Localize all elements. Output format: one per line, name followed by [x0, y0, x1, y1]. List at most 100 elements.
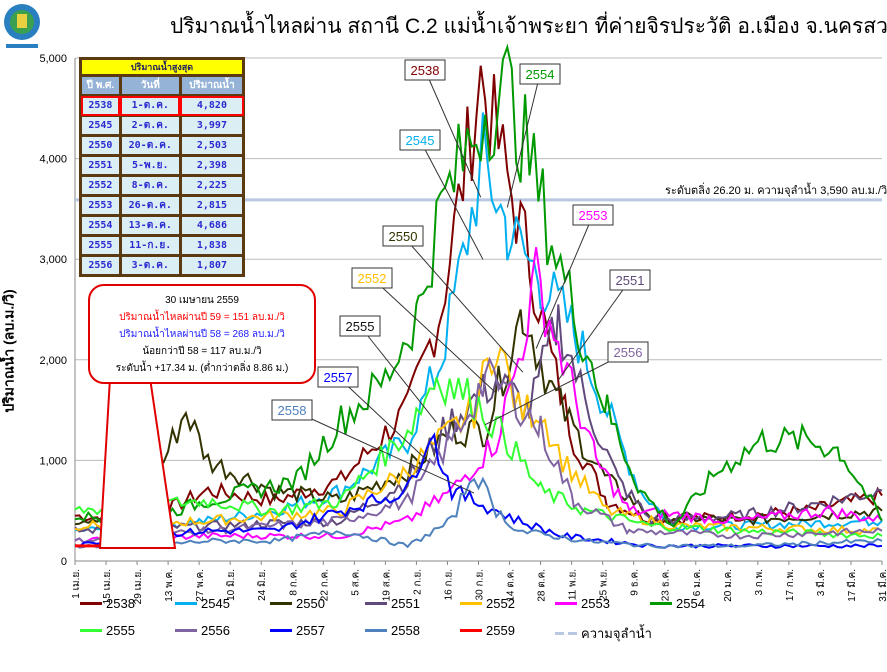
- cell-flow: 4,820: [178, 94, 246, 117]
- x-tick-label: 6 ม.ค.: [692, 569, 703, 596]
- leader-line-2557: [337, 376, 431, 464]
- x-tick-label: 15 เม.ย.: [102, 569, 113, 604]
- legend-label: ความจุลำน้ำ: [581, 626, 652, 641]
- cell-flow: 1,838: [178, 234, 246, 257]
- cell-flow: 2,815: [178, 194, 246, 217]
- series-tag-2538: 2538: [411, 63, 440, 78]
- series-tag-box-2545: [399, 129, 441, 151]
- cell-date: 13-ต.ค.: [118, 214, 182, 237]
- x-tick-label: 17 ก.พ.: [785, 569, 796, 601]
- leader-line-2553: [535, 214, 594, 349]
- legend-item-ความจุลำน้ำ: ความจุลำน้ำ: [555, 623, 652, 644]
- x-tick-label: 1 เม.ย.: [71, 569, 82, 599]
- callout-flow-58: ปริมาณน้ำไหลผ่านปี 58 = 268 ลบ.ม./วิ: [119, 329, 285, 340]
- series-line-2553: [74, 247, 883, 544]
- cell-flow: 3,997: [178, 114, 246, 137]
- legend-item-2554: 2554: [650, 596, 705, 611]
- legend-label: 2552: [486, 596, 515, 611]
- table-row: 2552 8-ต.ค. 2,225: [79, 174, 246, 197]
- cell-year: 2553: [79, 194, 122, 217]
- series-line-2557: [74, 432, 883, 549]
- series-tag-box-2558: [271, 399, 313, 421]
- y-tick-label: 5,000: [39, 53, 67, 65]
- peak-flow-table: ปริมาณน้ำสูงสุด ปี พ.ศ. วันที่ ปริมาณน้ำ…: [79, 57, 246, 277]
- legend-item-2553: 2553: [555, 596, 610, 611]
- leader-line-2554: [506, 73, 541, 208]
- y-tick-label: 0: [61, 556, 67, 568]
- table-title: ปริมาณน้ำสูงสุด: [79, 57, 245, 77]
- x-tick-label: 25 พ.ย.: [599, 569, 610, 601]
- cell-flow: 1,807: [178, 254, 246, 277]
- cell-year: 2538: [79, 94, 122, 117]
- table-row: 2553 26-ต.ค. 2,815: [79, 194, 246, 217]
- cell-date: 11-ก.ย.: [118, 234, 182, 257]
- legend-swatch: [270, 602, 292, 605]
- series-line-2558: [74, 476, 883, 549]
- legend-swatch: [270, 629, 292, 632]
- leader-line-2538: [424, 69, 482, 198]
- cell-date: 1-ต.ค.: [118, 94, 182, 117]
- series-line-2554: [74, 43, 883, 528]
- x-tick-label: 13 พ.ค.: [164, 569, 175, 602]
- callout-date: 30 เมษายน 2559: [165, 295, 239, 306]
- cell-date: 26-ต.ค.: [118, 194, 182, 217]
- series-tag-2551: 2551: [616, 273, 645, 288]
- x-tick-label: 19 ส.ค.: [381, 569, 392, 601]
- leader-line-2556: [484, 351, 629, 426]
- cell-date: 3-ต.ค.: [118, 254, 182, 277]
- table-row: 2550 20-ต.ค. 2,503: [79, 134, 246, 157]
- legend-label: 2545: [201, 596, 230, 611]
- x-tick-label: 16 ก.ย.: [443, 569, 454, 600]
- legend-label: 2551: [391, 596, 420, 611]
- x-tick-label: 31 มี.ค.: [877, 569, 887, 602]
- cell-year: 2545: [79, 114, 122, 137]
- x-tick-label: 30 ก.ย.: [475, 569, 486, 600]
- column-header-year: ปี พ.ศ.: [79, 74, 122, 97]
- legend-swatch: [175, 602, 197, 605]
- x-tick-label: 10 มิ.ย.: [226, 569, 237, 601]
- series-tag-2553: 2553: [579, 208, 608, 223]
- cell-flow: 2,398: [178, 154, 246, 177]
- x-tick-label: 8 ก.ค.: [288, 569, 299, 596]
- callout-flow-59: ปริมาณน้ำไหลผ่านปี 59 = 151 ลบ.ม./วิ: [119, 312, 285, 323]
- legend-label: 2550: [296, 596, 325, 611]
- legend-swatch: [175, 629, 197, 632]
- series-tag-box-2557: [317, 366, 359, 388]
- legend-item-2556: 2556: [175, 623, 230, 638]
- status-callout: 30 เมษายน 2559 ปริมาณน้ำไหลผ่านปี 59 = 1…: [88, 284, 316, 384]
- x-tick-label: 29 เม.ย.: [133, 569, 144, 604]
- series-tag-2545: 2545: [406, 133, 435, 148]
- series-line-2556: [74, 356, 883, 544]
- legend-item-2545: 2545: [175, 596, 230, 611]
- leader-line-2545: [419, 139, 484, 260]
- leader-line-2558: [291, 409, 475, 494]
- legend-label: 2553: [581, 596, 610, 611]
- cell-year: 2556: [79, 254, 122, 277]
- table-row: 2551 5-พ.ย. 2,398: [79, 154, 246, 177]
- legend-item-2552: 2552: [460, 596, 515, 611]
- cell-year: 2551: [79, 154, 122, 177]
- table-row: 2555 11-ก.ย. 1,838: [79, 234, 246, 257]
- cell-year: 2554: [79, 214, 122, 237]
- legend-item-2558: 2558: [365, 623, 420, 638]
- x-tick-label: 11 พ.ย.: [568, 569, 579, 600]
- chart-title: ปริมาณน้ำไหลผ่าน สถานี C.2 แม่น้ำเจ้าพระ…: [170, 15, 887, 38]
- cell-flow: 2,225: [178, 174, 246, 197]
- cell-flow: 4,686: [178, 214, 246, 237]
- table-row: 2556 3-ต.ค. 1,807: [79, 254, 246, 277]
- cell-flow: 2,503: [178, 134, 246, 157]
- y-tick-label: 1,000: [39, 455, 67, 467]
- series-tag-2554: 2554: [526, 67, 555, 82]
- series-tag-box-2554: [519, 63, 561, 85]
- legend-swatch: [555, 602, 577, 605]
- legend-swatch: [80, 629, 102, 632]
- x-tick-label: 5 ส.ค.: [350, 569, 361, 596]
- column-header-date: วันที่: [118, 74, 182, 97]
- reference-line-label: ระดับตลิ่ง 26.20 ม. ความจุลำน้ำ 3,590 ลบ…: [665, 185, 887, 197]
- legend-swatch: [365, 602, 387, 605]
- series-tag-2558: 2558: [278, 403, 307, 418]
- y-tick-label: 4,000: [39, 154, 67, 166]
- leader-line-2551: [557, 279, 631, 381]
- x-tick-label: 17 มี.ค.: [846, 569, 858, 602]
